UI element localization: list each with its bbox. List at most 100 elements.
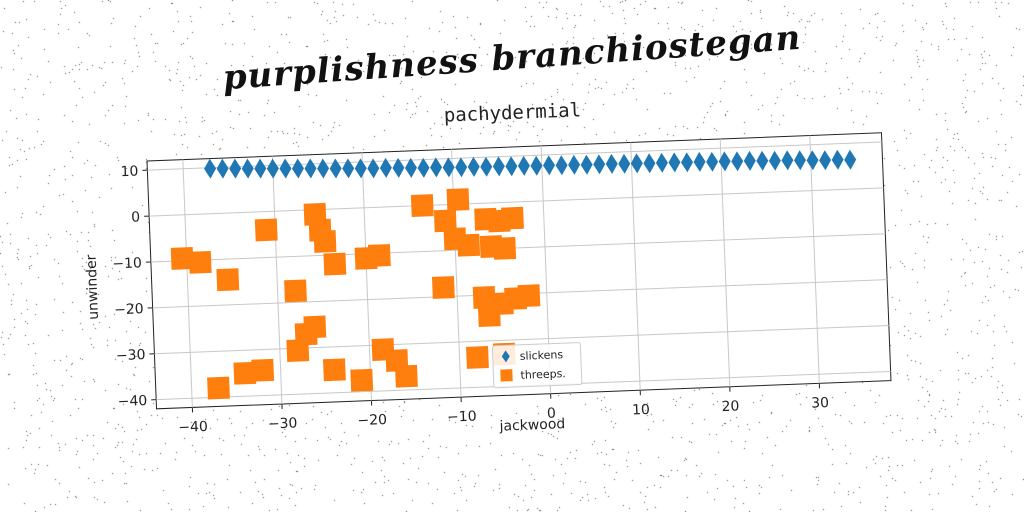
- slickens-point: [367, 158, 380, 179]
- slickens-point: [605, 153, 618, 174]
- threeps-point: [493, 236, 517, 260]
- slickens-point: [517, 155, 530, 176]
- chart-title: pachydermial: [443, 99, 581, 126]
- slickens-point: [354, 158, 367, 179]
- slickens-point: [630, 153, 643, 174]
- threeps-point: [410, 194, 434, 217]
- slickens-point: [543, 155, 556, 176]
- slickens-point: [568, 154, 581, 175]
- plot-area: [146, 132, 892, 410]
- slickens-point: [655, 152, 668, 173]
- slickens-point: [806, 150, 819, 171]
- threeps-point: [251, 358, 275, 382]
- x-tick-label: −20: [357, 412, 387, 429]
- slickens-point: [216, 158, 229, 179]
- slickens-point: [266, 158, 279, 179]
- threeps-point: [350, 368, 374, 392]
- threeps-point: [395, 364, 418, 388]
- slickens-point: [668, 152, 681, 173]
- slickens-point: [279, 158, 292, 179]
- x-axis-label: jackwood: [498, 416, 565, 435]
- y-gridline: [150, 233, 886, 263]
- y-tick-label: −20: [114, 301, 144, 318]
- threeps-point: [517, 284, 541, 308]
- slickens-point: [467, 156, 480, 177]
- slickens-point: [593, 154, 606, 175]
- slickens-point: [555, 155, 568, 176]
- slickens-point: [580, 154, 593, 175]
- threeps-point: [457, 233, 481, 257]
- slickens-point: [530, 155, 543, 176]
- x-gridline: [630, 142, 641, 391]
- slickens-point: [392, 157, 405, 178]
- slickens-point: [831, 149, 844, 170]
- slickens-point: [693, 151, 706, 172]
- legend: slickens threeps.: [491, 342, 583, 389]
- y-tick-label: −30: [116, 347, 146, 364]
- threeps-point: [501, 206, 524, 230]
- slickens-point: [329, 158, 342, 179]
- threeps-point: [472, 286, 496, 309]
- x-tick-label: −10: [447, 409, 477, 426]
- threeps-point: [446, 188, 470, 212]
- threeps-point: [170, 247, 194, 270]
- y-tick-label: 10: [120, 164, 138, 181]
- slickens-point: [204, 158, 217, 179]
- y-gridline: [154, 325, 889, 355]
- x-gridline: [271, 156, 283, 405]
- legend-box: [491, 342, 583, 389]
- threeps-point: [207, 376, 230, 400]
- slickens-point: [781, 150, 794, 171]
- slickens-point: [756, 150, 769, 171]
- y-tick-label: 0: [131, 209, 141, 225]
- slickens-point: [844, 149, 857, 170]
- y-tick-label: −10: [112, 255, 142, 272]
- threeps-point: [367, 244, 391, 267]
- slickens-point: [718, 151, 731, 172]
- slickens-point: [743, 150, 756, 171]
- slickens-point: [643, 153, 656, 174]
- threeps-point: [233, 361, 257, 385]
- x-axis-ticks: −40 −30 −20 −10 0 10 20 30: [178, 383, 829, 436]
- threeps-point: [433, 209, 457, 233]
- threeps-point: [323, 358, 346, 382]
- slickens-point: [317, 158, 330, 179]
- y-axis-ticks: −40 −30 −20 −10 0 10: [112, 164, 157, 410]
- slickens-point: [793, 150, 806, 171]
- slickens-point: [480, 156, 493, 177]
- slickens-point: [241, 158, 254, 179]
- y-gridline: [149, 187, 884, 217]
- slickens-point: [379, 157, 392, 178]
- slickens-point: [731, 151, 744, 172]
- slickens-point: [254, 158, 267, 179]
- slickens-point: [618, 153, 631, 174]
- threeps-point: [254, 218, 278, 242]
- x-tick-label: 0: [547, 405, 557, 421]
- legend-marker-slickens: [501, 350, 510, 363]
- x-gridline: [361, 152, 372, 401]
- legend-marker-threeps: [500, 369, 513, 382]
- slickens-point: [505, 156, 518, 177]
- x-tick-label: −40: [178, 419, 208, 436]
- slickens-point: [404, 157, 417, 178]
- threeps-point: [284, 279, 307, 303]
- x-tick-label: −30: [268, 415, 298, 432]
- slickens-point: [442, 157, 455, 178]
- y-tick-label: −40: [117, 393, 147, 410]
- slickens-point: [304, 158, 317, 179]
- x-gridline: [182, 159, 193, 408]
- slickens-point: [706, 151, 719, 172]
- slickens-point: [681, 152, 694, 173]
- slickens-point: [342, 158, 355, 179]
- slickens-point: [430, 157, 443, 178]
- slickens-point: [291, 158, 304, 179]
- data-marks: [170, 149, 857, 400]
- threeps-point: [431, 276, 455, 299]
- x-gridline: [719, 138, 731, 387]
- threeps-point: [323, 252, 347, 276]
- x-gridline: [809, 135, 820, 384]
- legend-label: threeps.: [520, 367, 566, 382]
- threeps-point: [466, 346, 489, 369]
- slickens-point: [819, 150, 832, 171]
